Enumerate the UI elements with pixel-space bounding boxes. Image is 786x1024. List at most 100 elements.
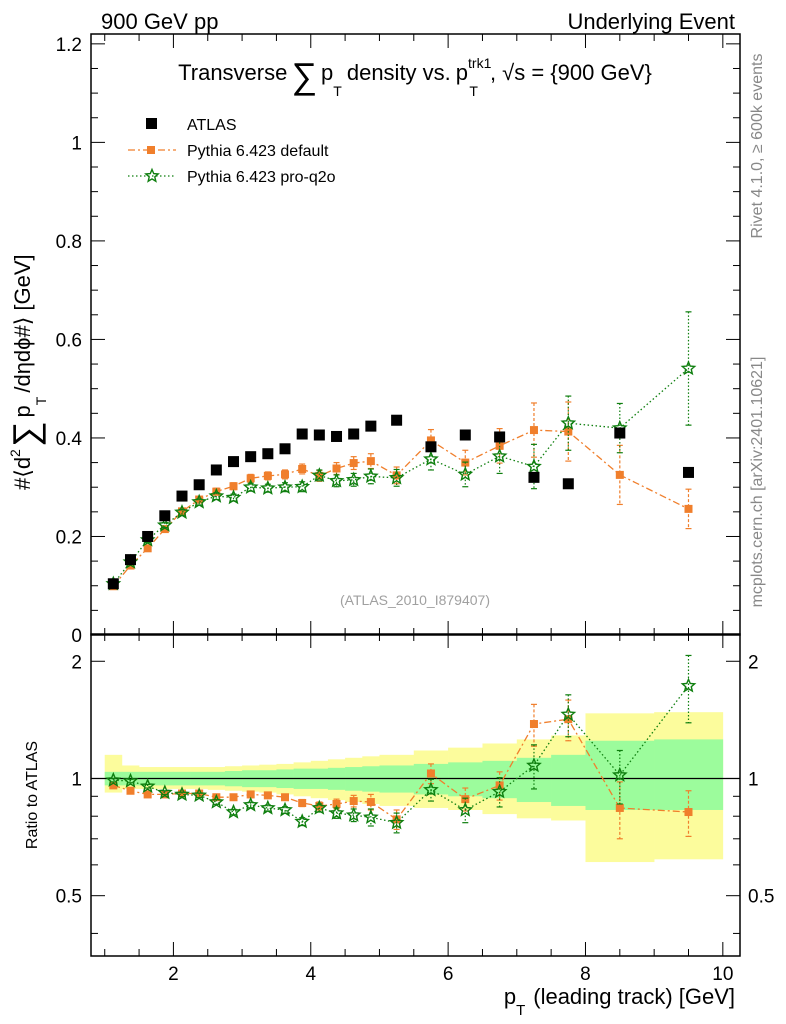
data-point [332, 799, 341, 808]
data-point [459, 429, 471, 441]
data-point [174, 786, 190, 802]
data-point [228, 456, 240, 468]
legend-marker-pythia-proq2o [144, 167, 160, 183]
x-tick-label: 6 [443, 964, 454, 985]
ratio-panel-frame [90, 633, 741, 957]
data-point [349, 459, 358, 468]
data-point [294, 478, 311, 494]
legend-entry-pythia-proq2o: Pythia 6.423 pro-q2o [128, 167, 336, 186]
data-point [281, 470, 290, 479]
data-point [457, 466, 474, 482]
data-point [122, 772, 139, 788]
ratio-y-tick-label-right: 2 [748, 652, 759, 673]
data-point [680, 360, 697, 376]
data-point [345, 471, 362, 487]
data-point [365, 420, 377, 432]
header-right: Underlying Event [567, 9, 735, 34]
data-point [684, 808, 693, 817]
data-point [159, 510, 171, 522]
data-point [277, 478, 293, 494]
ratio-series-layer [105, 654, 697, 840]
data-point [191, 787, 208, 803]
ratio-x-tick-labels: 2 4 6 8 10 [168, 964, 733, 985]
data-point [345, 806, 362, 822]
legend-entry-pythia-default: Pythia 6.423 default [128, 143, 329, 160]
ratio-uncertainty-bands [104, 712, 724, 863]
data-point [229, 793, 238, 802]
y-tick-label: 1 [71, 133, 82, 154]
data-point [177, 507, 186, 516]
data-point [392, 471, 401, 480]
data-point [615, 803, 624, 812]
data-point [680, 677, 697, 693]
data-point [242, 478, 259, 494]
data-point [526, 757, 542, 773]
data-point [328, 472, 345, 488]
data-point [262, 448, 274, 460]
main-y-axis-label: #⟨d2∑pT/dηdϕ#⟩ [GeV] [5, 254, 49, 490]
data-point [210, 464, 222, 476]
data-point [208, 487, 225, 503]
series-line-pythia-6-423-default [112, 429, 689, 587]
data-point [313, 429, 325, 441]
data-point [349, 797, 358, 806]
stat-band-bin [448, 762, 483, 797]
y-tick-label: 1.2 [56, 35, 82, 56]
data-point [315, 471, 324, 480]
data-point [208, 793, 225, 809]
ratio-y-tick-label-right: 1 [748, 769, 759, 790]
data-point [109, 781, 118, 790]
data-point [388, 814, 405, 830]
main-y-tick-labels: 0 0.2 0.4 0.6 0.8 1 1.2 [56, 35, 83, 647]
data-point [311, 799, 328, 815]
main-panel: 0 0.2 0.4 0.6 0.8 1 1.2 Transverse ∑ pTdensity v… [5, 33, 741, 647]
data-point [246, 790, 255, 799]
y-tick-label: 0 [71, 626, 82, 647]
data-point [348, 428, 360, 440]
data-point [279, 443, 291, 455]
data-point [529, 426, 538, 435]
data-point [259, 799, 276, 815]
main-panel-frame [90, 33, 741, 636]
stat-band-bin [551, 754, 586, 806]
data-point [388, 469, 405, 485]
legend-label-pythia-default: Pythia 6.423 default [187, 143, 329, 160]
legend-marker-atlas [146, 118, 157, 129]
series-pythia-6-423-pro-q2o [105, 311, 697, 591]
data-point [494, 431, 506, 443]
data-point [564, 715, 573, 724]
data-point [242, 796, 259, 812]
data-point [176, 490, 188, 502]
data-point [263, 791, 272, 800]
data-point [391, 414, 403, 426]
legend-label-pythia-proq2o: Pythia 6.423 pro-q2o [187, 169, 336, 186]
data-point [560, 706, 577, 722]
data-point [495, 441, 504, 450]
data-point [562, 478, 574, 490]
legend-label-atlas: ATLAS [187, 117, 237, 134]
series-pythia-6-423-default [109, 401, 693, 591]
ratio-y-tick-label: 2 [71, 652, 82, 673]
data-point [142, 530, 154, 542]
data-point [281, 793, 290, 802]
stat-band-bin [654, 739, 724, 810]
data-point [611, 766, 628, 782]
ratio-y-tick-labels: 0.5 0.5 1 1 2 2 [56, 652, 775, 907]
legend-marker-pythia-default [147, 146, 155, 154]
main-series-layer [105, 311, 697, 591]
ratio-y-tick-label: 1 [71, 769, 82, 790]
ratio-y-axis-label: Ratio to ATLAS [24, 741, 41, 849]
x-tick-label: 2 [168, 964, 179, 985]
data-point [156, 784, 173, 800]
y-tick-label: 0.2 [56, 527, 82, 548]
ratio-y-tick-label-right: 0.5 [748, 887, 774, 908]
data-point [124, 554, 136, 566]
data-point [491, 783, 508, 799]
data-point [105, 771, 122, 787]
data-point [298, 799, 307, 808]
data-point [332, 464, 341, 473]
data-point [615, 470, 624, 479]
data-point [457, 801, 474, 817]
data-point [225, 489, 242, 505]
mcplots-label: mcplots.cern.ch [arXiv:2401.10621] [749, 357, 766, 608]
